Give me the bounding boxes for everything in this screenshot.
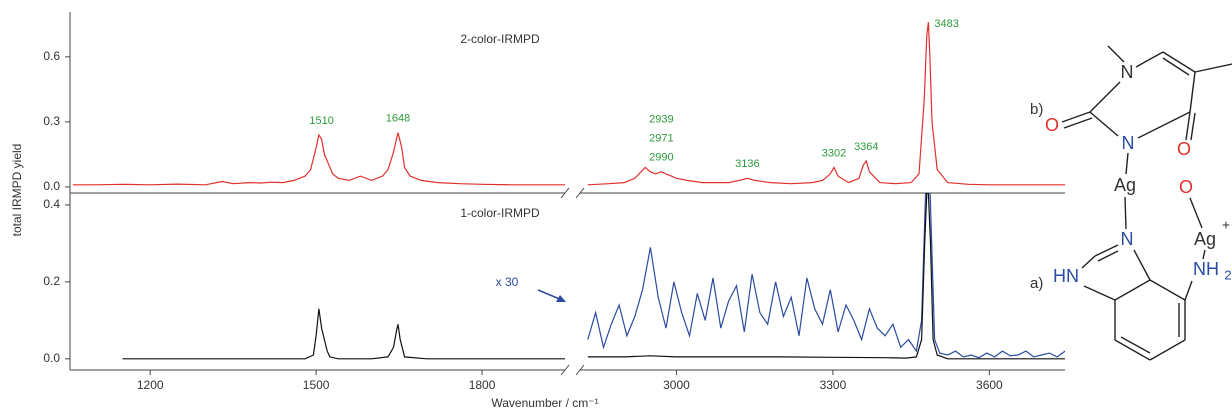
panel-title: 2-color-IRMPD bbox=[460, 32, 540, 46]
peak-label: 3302 bbox=[822, 147, 846, 159]
x-tick-label: 1800 bbox=[469, 378, 496, 392]
x-axis-label: Wavenumber / cm⁻¹ bbox=[491, 396, 598, 410]
peak-label: 3364 bbox=[854, 141, 878, 153]
atom: HN bbox=[1053, 266, 1079, 286]
atom: N bbox=[1122, 133, 1135, 153]
atom: O bbox=[1179, 177, 1193, 197]
peak-label: 2990 bbox=[649, 152, 673, 164]
atom: NH bbox=[1193, 259, 1219, 279]
x-tick-label: 1200 bbox=[137, 378, 164, 392]
spectrum-line bbox=[587, 193, 1065, 359]
y-axis-label: total IRMPD yield bbox=[10, 144, 24, 237]
atom: O bbox=[1177, 139, 1191, 159]
atom: N bbox=[1121, 62, 1134, 82]
atom: N bbox=[1121, 229, 1134, 249]
scale-note: x 30 bbox=[496, 275, 519, 289]
atom: Ag bbox=[1194, 229, 1216, 249]
x-tick-label: 1500 bbox=[303, 378, 330, 392]
spectrum-line bbox=[72, 22, 1065, 186]
peak-label: 1648 bbox=[386, 113, 410, 125]
x-tick-label: 3000 bbox=[663, 378, 690, 392]
plot-area bbox=[122, 193, 1065, 360]
bonds bbox=[1061, 45, 1232, 361]
peak-label: 3483 bbox=[934, 18, 958, 30]
y-tick-label: 0.0 bbox=[43, 351, 60, 365]
scale-arrow bbox=[537, 289, 563, 301]
peak-label: 2939 bbox=[649, 114, 673, 126]
atom: O bbox=[1045, 115, 1059, 135]
atom-charge: + bbox=[1222, 217, 1230, 233]
structure: b) a) N bbox=[1030, 45, 1232, 361]
peak-label: 3136 bbox=[735, 158, 759, 170]
y-tick-label: 0.6 bbox=[43, 49, 60, 63]
y-tick-label: 0.3 bbox=[43, 114, 60, 128]
atom-subscript: 2 bbox=[1224, 267, 1231, 282]
x-tick-label: 3300 bbox=[820, 378, 847, 392]
axis-lines bbox=[70, 187, 1065, 376]
scale-arrow-head bbox=[556, 295, 566, 302]
peak-label: 2971 bbox=[649, 133, 673, 145]
spectrum-line bbox=[122, 193, 1065, 360]
y-tick-label: 0.4 bbox=[43, 197, 60, 211]
y-tick-label: 0.2 bbox=[43, 274, 60, 288]
structure-label: a) bbox=[1030, 275, 1043, 292]
x-tick-label: 3600 bbox=[976, 378, 1003, 392]
structure-label: b) bbox=[1030, 101, 1043, 118]
panel-title: 1-color-IRMPD bbox=[460, 206, 540, 220]
atom: Ag bbox=[1114, 175, 1136, 195]
plot-area bbox=[72, 22, 1065, 186]
peak-label: 1510 bbox=[309, 115, 333, 127]
y-tick-label: 0.0 bbox=[43, 179, 60, 193]
